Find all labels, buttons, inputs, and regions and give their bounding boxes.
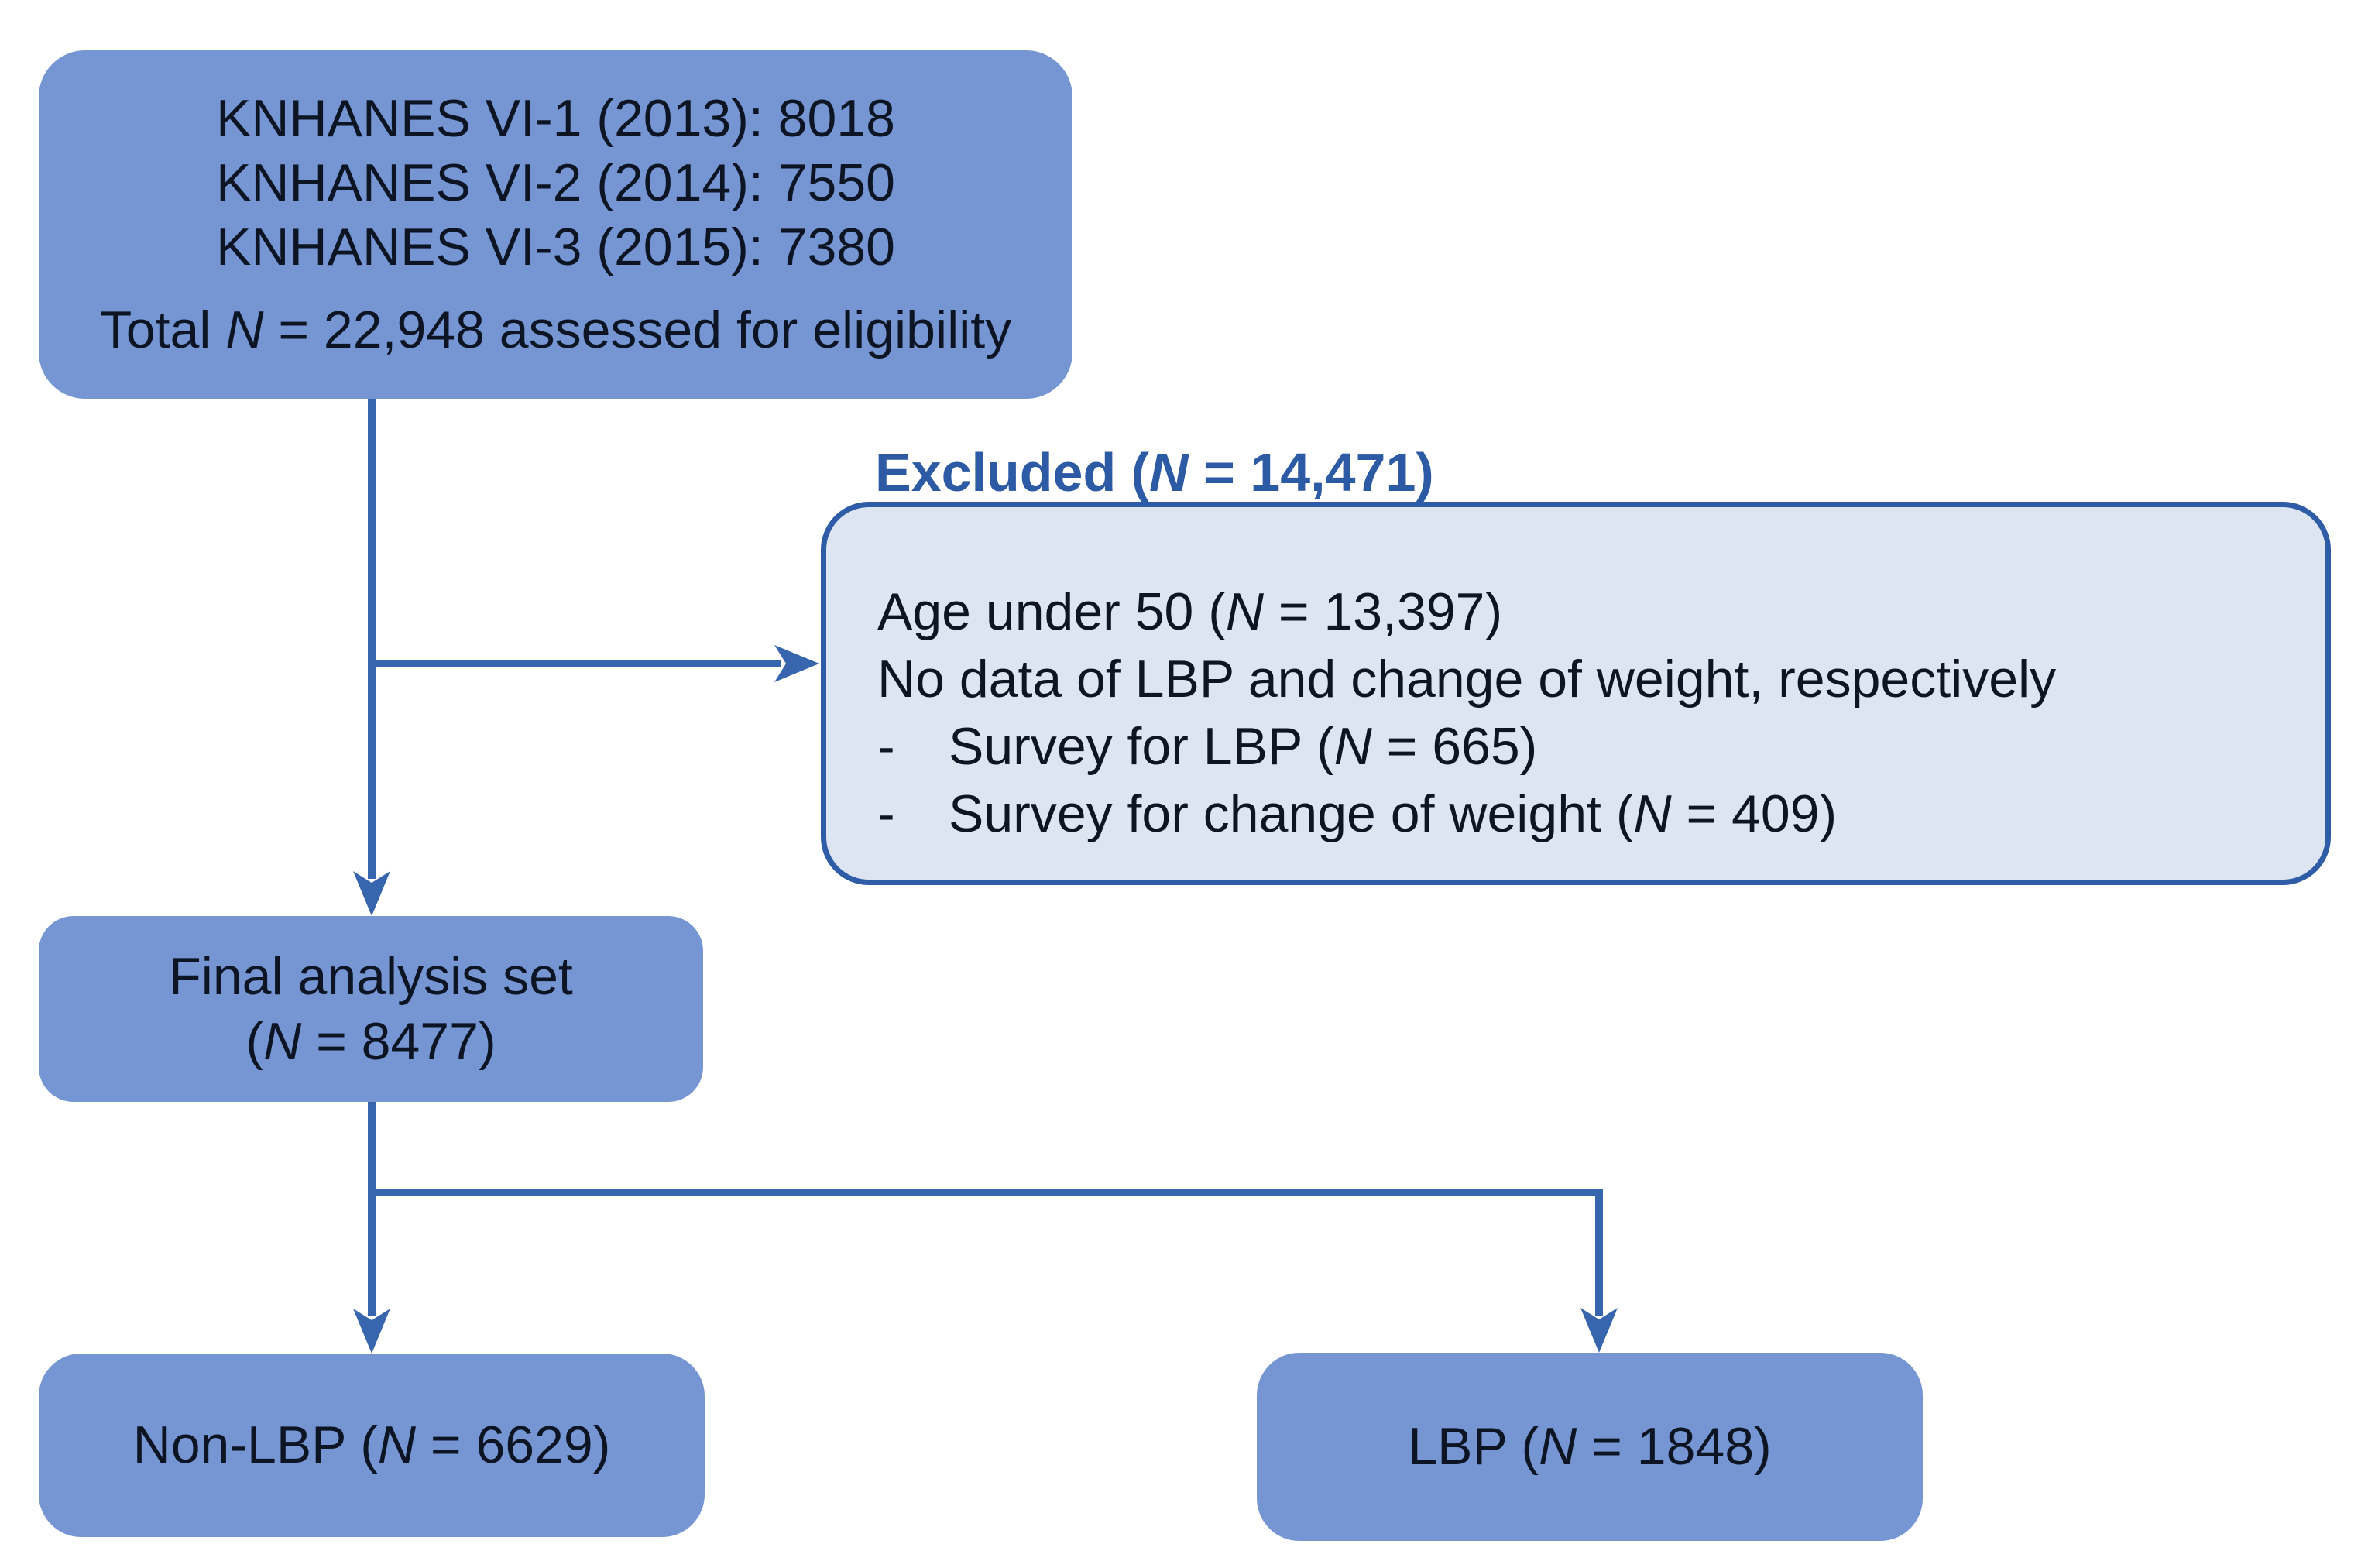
final-analysis-line-2: (N = 8477) <box>245 1012 496 1071</box>
excluded-label: Excluded (N = 14,471) <box>875 442 1434 503</box>
knhanes-line-3: KNHANES VI-3 (2015): 7380 <box>216 218 895 276</box>
arrow-branch-to-lbp-shaft <box>372 1189 1603 1316</box>
knhanes-line-1: KNHANES VI-1 (2013): 8018 <box>216 89 895 148</box>
knhanes-line-2: KNHANES VI-2 (2014): 7550 <box>216 153 895 212</box>
non-lbp-box: Non-LBP (N = 6629) <box>39 1354 705 1537</box>
arrow-assessed-to-final-head <box>353 871 390 916</box>
lbp-box: LBP (N = 1848) <box>1257 1353 1923 1541</box>
excluded-item-survey-lbp: - Survey for LBP (N = 665) <box>877 717 1538 776</box>
excluded-item-survey-weight: - Survey for change of weight (N = 409) <box>877 784 1838 843</box>
excluded-item-nodata: No data of LBP and change of weight, res… <box>877 650 2057 709</box>
lbp-label: LBP (N = 1848) <box>1408 1417 1772 1476</box>
final-analysis-line-1: Final analysis set <box>169 947 573 1006</box>
non-lbp-label: Non-LBP (N = 6629) <box>132 1415 611 1474</box>
arrow-final-to-nonlbp-head <box>353 1309 390 1354</box>
excluded-item-age: Age under 50 (N = 13,397) <box>877 582 1503 641</box>
arrow-branch-to-lbp-head <box>1580 1308 1618 1353</box>
arrow-to-excluded-head <box>774 645 819 682</box>
excluded-box: Age under 50 (N = 13,397) No data of LBP… <box>821 502 2331 885</box>
assessed-for-eligibility-box: KNHANES VI-1 (2013): 8018 KNHANES VI-2 (… <box>39 50 1072 399</box>
total-assessed-line: Total N = 22,948 assessed for eligibilit… <box>99 300 1012 359</box>
final-analysis-set-box: Final analysis set (N = 8477) <box>39 916 703 1102</box>
